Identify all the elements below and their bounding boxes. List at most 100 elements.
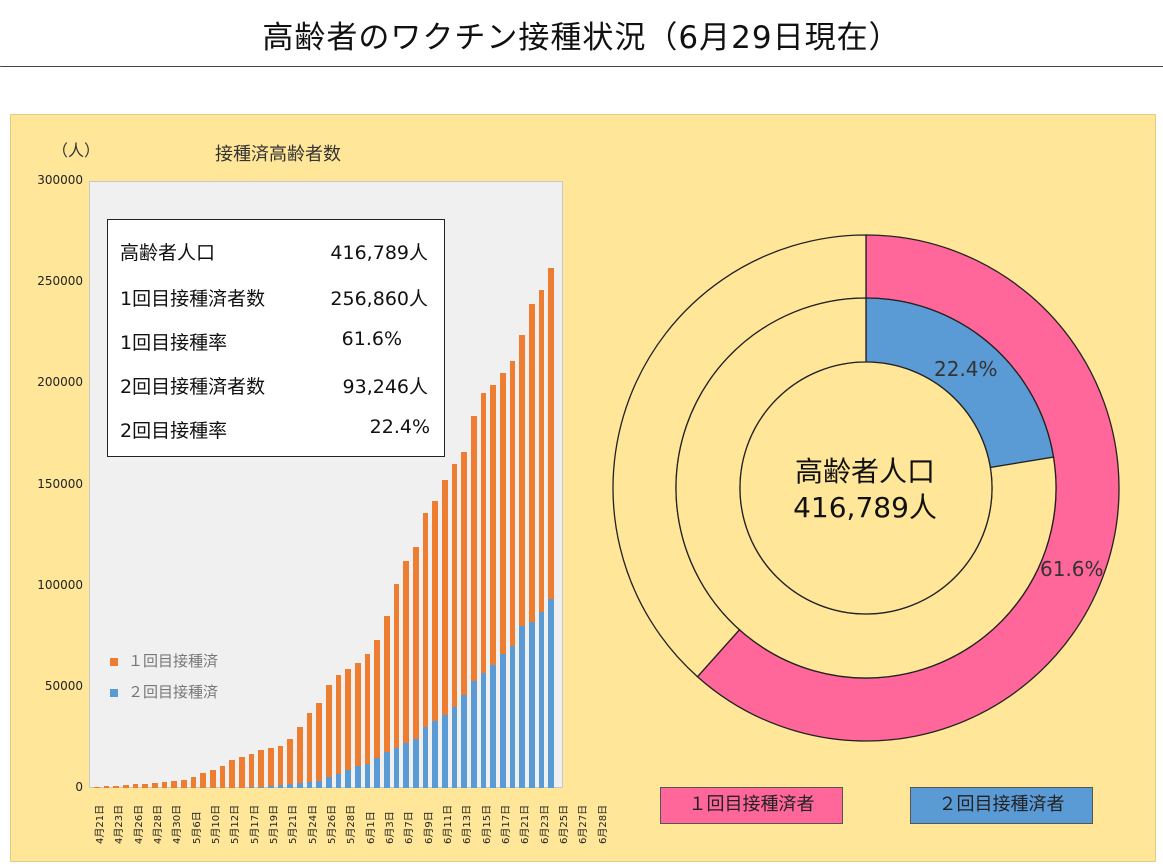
stat-label: 2回目接種率 [120,420,228,442]
first-dose-pct-label: 61.6% [1040,557,1104,581]
stat-value: 93,246人 [342,376,428,398]
bar-first-dose [248,753,255,788]
bar-second-dose [335,773,342,788]
legend-first-dose-label: １回目接種済 [128,652,219,670]
bar-second-dose [277,784,284,788]
bar-first-dose [277,745,284,788]
donut-legend-second-dose: ２回目接種済者 [910,787,1093,824]
bar-first-dose [490,385,497,788]
bar-second-dose [548,599,555,788]
bar-first-dose [103,786,110,788]
bar-first-dose [528,304,535,788]
y-tick-label: 200000 [37,375,83,390]
bar-first-dose [190,776,197,788]
bar-first-dose [316,703,323,788]
bar-first-dose [113,785,120,788]
bar-second-dose [403,743,410,788]
y-tick-label: 300000 [37,173,83,187]
donut-center-circle [739,361,993,615]
bar-first-dose [258,749,265,788]
bar-first-dose [287,739,294,788]
bar-first-dose [229,759,236,788]
bar-first-dose [509,361,516,788]
bar-second-dose [364,763,371,788]
bar-second-dose [490,664,497,788]
y-tick-label: 100000 [37,577,83,592]
y-axis-unit: （人） [52,141,101,160]
bar-second-dose [480,672,487,788]
y-tick-label: 150000 [37,476,83,491]
bar-second-dose [296,782,303,788]
bar-second-dose [412,739,419,788]
bar-first-dose [200,772,207,788]
bar-first-dose [412,547,419,788]
bar-first-dose [161,781,168,788]
bar-first-dose [93,786,100,788]
bar-chart-title: 接種済高齢者数 [215,144,341,165]
legend-second-dose-label: ２回目接種済 [128,683,219,701]
stat-label: 1回目接種済者数 [120,288,266,310]
y-tick-label: 50000 [44,678,83,693]
bar-first-dose [548,268,555,788]
bar-second-dose [287,783,294,788]
bar-second-dose [499,654,506,788]
bar-first-dose [267,747,274,788]
bar-second-dose [374,757,381,788]
bar-first-dose [470,415,477,788]
bar-second-dose [528,622,535,788]
bar-second-dose [345,769,352,788]
bar-first-dose [325,684,332,788]
bar-first-dose [219,765,226,788]
bar-first-dose [422,512,429,788]
bar-first-dose [519,334,526,788]
bar-second-dose [422,727,429,788]
donut-legend-first-dose: １回目接種済者 [660,787,843,824]
bar-second-dose [432,721,439,788]
bar-second-dose [248,787,255,788]
bar-first-dose [335,674,342,788]
bar-first-dose [142,783,149,788]
stat-value: 61.6% [341,328,402,350]
stat-value: 416,789人 [330,242,428,264]
title-box [0,0,1163,67]
stat-label: 高齢者人口 [120,242,216,264]
bar-first-dose [451,464,458,788]
second-dose-pct-label: 22.4% [934,357,998,381]
stats-box: 高齢者人口 416,789人 1回目接種済者数 256,860人 1回目接種率 … [107,219,445,457]
bar-second-dose [393,747,400,788]
stat-value: 22.4% [369,416,430,438]
bar-first-dose [122,785,129,788]
bar-first-dose [151,782,158,788]
donut-center-title: 高齢者人口 [794,455,935,488]
bar-second-dose [258,786,265,788]
bar-second-dose [306,781,313,788]
bar-first-dose [238,756,245,788]
bar-first-dose [461,452,468,788]
legend-second-dose: ２回目接種済 [110,681,218,702]
bar-second-dose [519,626,526,788]
bar-first-dose [432,500,439,788]
bar-first-dose [180,780,187,788]
bar-first-dose [306,713,313,788]
bar-second-dose [325,776,332,788]
bar-first-dose [403,561,410,788]
legend-first-dose: １回目接種済 [110,650,218,671]
bar-first-dose [132,784,139,788]
donut-center-value: 416,789人 [793,491,937,524]
bar-first-dose [538,290,545,788]
bar-second-dose [267,785,274,788]
bar-first-dose [499,373,506,788]
bar-first-dose [171,781,178,788]
bar-first-dose [209,769,216,788]
bar-first-dose [354,662,361,788]
bar-first-dose [480,393,487,788]
bar-second-dose [451,707,458,788]
bar-second-dose [509,646,516,788]
bar-second-dose [470,680,477,788]
stat-label: 2回目接種済者数 [120,376,266,398]
page-title: 高齢者のワクチン接種状況（6月29日現在） [262,20,901,56]
bar-first-dose [345,668,352,788]
y-tick-label: 0 [75,780,83,794]
bar-first-dose [383,616,390,788]
